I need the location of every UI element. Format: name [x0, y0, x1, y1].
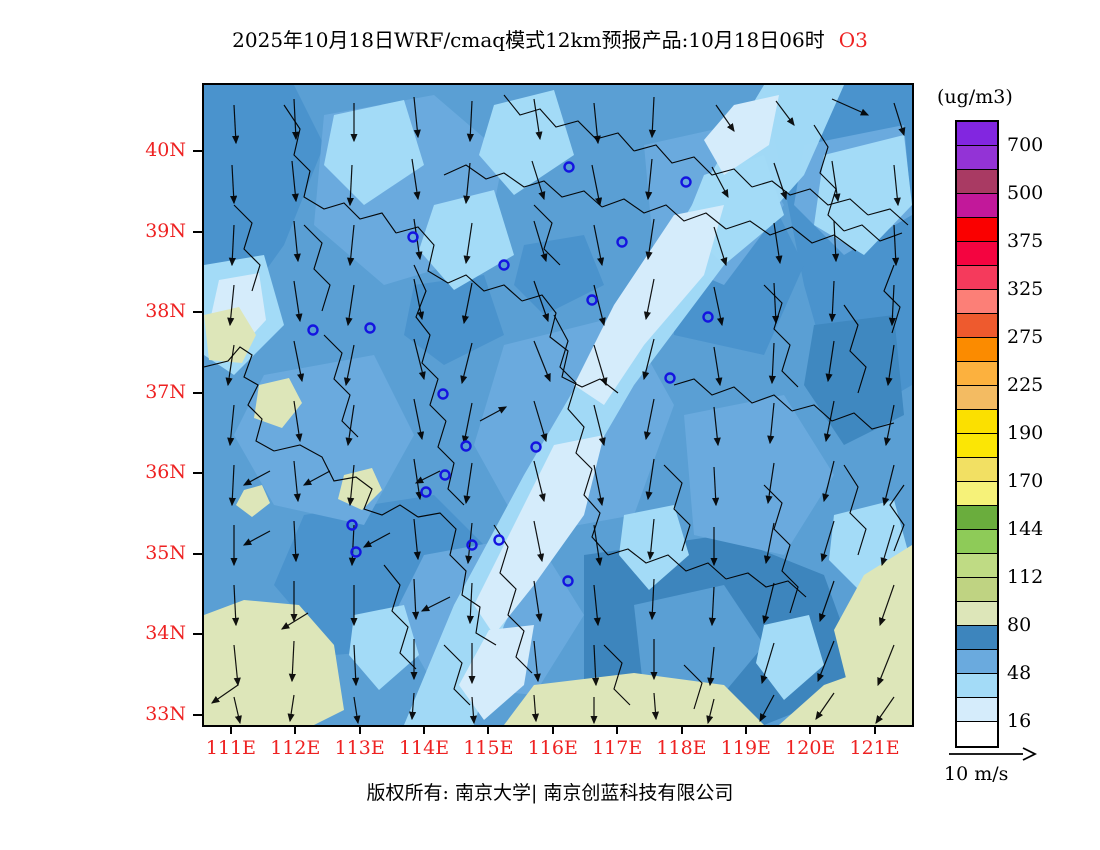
- y-axis-label: 40N: [145, 139, 186, 162]
- colorbar-swatch: [957, 362, 997, 386]
- colorbar-label: 16: [1007, 710, 1032, 732]
- y-axis-label: 37N: [145, 380, 186, 403]
- colorbar-label: 375: [1007, 230, 1044, 252]
- y-axis-tick: [193, 552, 202, 555]
- colorbar-label: 500: [1007, 182, 1044, 204]
- colorbar-label: 80: [1007, 614, 1032, 636]
- y-axis-label: 36N: [145, 461, 186, 484]
- colorbar-swatch: [957, 410, 997, 434]
- x-axis-tick: [680, 725, 683, 734]
- colorbar-swatch: [957, 602, 997, 626]
- y-axis-tick: [193, 150, 202, 153]
- y-axis-tick: [193, 633, 202, 636]
- x-axis-tick: [744, 725, 747, 734]
- colorbar-label: 700: [1007, 134, 1044, 156]
- x-axis-label: 117E: [592, 737, 643, 759]
- colorbar-label: 112: [1007, 566, 1044, 588]
- colorbar-label: 48: [1007, 662, 1032, 684]
- x-axis-label: 119E: [720, 737, 771, 759]
- x-axis-tick: [229, 725, 232, 734]
- y-axis-label: 38N: [145, 300, 186, 323]
- y-axis-label: 34N: [145, 622, 186, 645]
- colorbar-label: 190: [1007, 422, 1044, 444]
- colorbar-swatch: [957, 218, 997, 242]
- y-axis-label: 33N: [145, 702, 186, 725]
- y-axis-tick: [193, 713, 202, 716]
- y-axis-tick: [193, 311, 202, 314]
- x-axis-label: 111E: [205, 737, 257, 759]
- x-axis-label: 121E: [849, 737, 900, 759]
- colorbar-label: 275: [1007, 326, 1044, 348]
- colorbar-swatch: [957, 266, 997, 290]
- title-main-text: 2025年10月18日WRF/cmaq模式12km预报产品:10月18日06时: [232, 28, 825, 52]
- y-axis-tick: [193, 391, 202, 394]
- colorbar-swatch: [957, 554, 997, 578]
- colorbar-swatch: [957, 122, 997, 146]
- x-axis-tick: [616, 725, 619, 734]
- wind-scale-label: 10 m/s: [944, 763, 1009, 785]
- colorbar-swatch: [957, 290, 997, 314]
- x-axis-tick: [358, 725, 361, 734]
- colorbar-swatch: [957, 458, 997, 482]
- x-axis-label: 113E: [334, 737, 385, 759]
- x-axis-label: 118E: [656, 737, 707, 759]
- x-axis-tick: [873, 725, 876, 734]
- y-axis-label: 39N: [145, 219, 186, 242]
- colorbar-swatch: [957, 698, 997, 722]
- colorbar-swatch: [957, 674, 997, 698]
- y-axis-label: 35N: [145, 541, 186, 564]
- colorbar-swatch: [957, 626, 997, 650]
- colorbar-swatch: [957, 434, 997, 458]
- ozone-concentration-field: [204, 85, 912, 725]
- colorbar-swatch: [957, 386, 997, 410]
- colorbar-swatch: [957, 314, 997, 338]
- colorbar-swatch: [957, 242, 997, 266]
- x-axis-label: 115E: [463, 737, 514, 759]
- x-axis-label: 112E: [270, 737, 321, 759]
- colorbar-swatch: [957, 338, 997, 362]
- colorbar-label: 170: [1007, 470, 1044, 492]
- x-axis-tick: [423, 725, 426, 734]
- colorbar-swatch: [957, 650, 997, 674]
- y-axis-tick: [193, 472, 202, 475]
- forecast-map-panel[interactable]: [202, 83, 914, 727]
- page-title: 2025年10月18日WRF/cmaq模式12km预报产品:10月18日06时 O…: [0, 24, 1100, 53]
- x-axis-label: 120E: [785, 737, 836, 759]
- colorbar-swatch: [957, 170, 997, 194]
- colorbar-label: 325: [1007, 278, 1044, 300]
- colorbar-swatch: [957, 578, 997, 602]
- y-axis-tick: [193, 230, 202, 233]
- colorbar-swatches: [955, 120, 999, 748]
- colorbar-swatch: [957, 506, 997, 530]
- colorbar-swatch: [957, 530, 997, 554]
- colorbar-unit-label: (ug/m3): [937, 86, 1013, 108]
- colorbar-label: 225: [1007, 374, 1044, 396]
- x-axis-tick: [487, 725, 490, 734]
- colorbar-swatch: [957, 482, 997, 506]
- x-axis-label: 116E: [527, 737, 578, 759]
- x-axis-tick: [551, 725, 554, 734]
- x-axis-tick: [809, 725, 812, 734]
- x-axis-tick: [294, 725, 297, 734]
- colorbar-swatch: [957, 194, 997, 218]
- x-axis-label: 114E: [398, 737, 450, 759]
- colorbar-swatch: [957, 722, 997, 746]
- title-species-label: O3: [838, 28, 868, 52]
- copyright-footer: 版权所有: 南京大学| 南京创蓝科技有限公司: [366, 782, 734, 804]
- wind-arrow-icon: [949, 747, 1037, 761]
- colorbar-swatch: [957, 146, 997, 170]
- colorbar-label: 144: [1007, 518, 1044, 540]
